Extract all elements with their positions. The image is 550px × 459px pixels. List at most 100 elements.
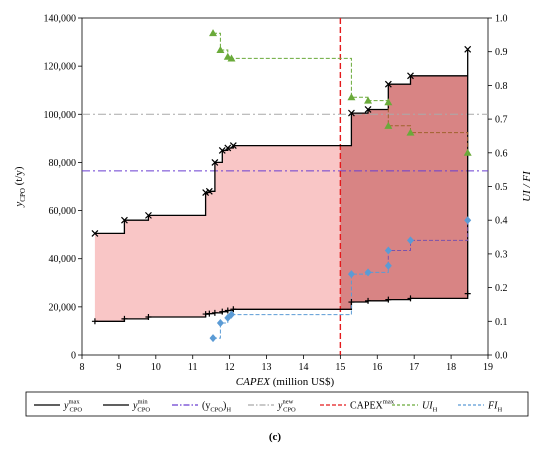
legend-label-ycponew: ynew CPO	[277, 399, 296, 414]
fi-point	[406, 236, 414, 245]
ui-point	[384, 121, 393, 129]
fi-point	[227, 310, 235, 319]
legend-label-ymin: ymin CPO	[132, 399, 150, 414]
x-tick-label: 16	[372, 362, 382, 373]
ymin-point	[365, 297, 372, 304]
legend-label-UI: UIH	[422, 401, 438, 414]
legend-label-capexmax: CAPEXmax	[350, 399, 395, 412]
ymax-point	[224, 144, 232, 152]
y-left-tick-label: 120,000	[44, 62, 77, 73]
feasible-region	[94, 49, 468, 322]
panel-label: (c)	[269, 431, 282, 443]
ymin-point	[219, 308, 226, 315]
legend: ymax CPO ymin CPO (yCPO)H ynew CPO CAPEXmax UIH F…	[25, 391, 529, 417]
ymin-point	[385, 296, 392, 303]
ymin-point	[211, 309, 218, 316]
legend-text: (y	[202, 401, 210, 412]
y-right-tick-label: 0.0	[495, 351, 508, 362]
ymax-point	[364, 106, 372, 113]
y-right-tick-label: 0.8	[495, 81, 508, 92]
legend-sup: max	[383, 399, 395, 406]
y-right-tick-label: 0.3	[495, 249, 508, 260]
ymax-point	[145, 211, 152, 219]
ymin-point	[206, 310, 213, 317]
y-left-tick-label: 80,000	[49, 158, 77, 169]
ymin-point	[121, 315, 128, 322]
ymax-point	[205, 187, 213, 195]
legend-tail: H	[226, 407, 231, 414]
fi-point	[347, 270, 355, 279]
ymax-point	[464, 45, 472, 53]
ymax-point	[202, 189, 210, 196]
y-right-tick-label: 0.5	[495, 182, 508, 193]
y-left-tick-label: 60,000	[49, 206, 77, 217]
fi-point	[464, 216, 472, 225]
x-tick-label: 11	[188, 362, 198, 373]
ymax-line	[94, 49, 469, 294]
y-right-tick-label: 0.7	[495, 115, 508, 126]
series-layer	[43, 18, 488, 409]
y-left-title-sub: CPO	[19, 188, 27, 202]
fi-point	[209, 334, 217, 343]
ui-point	[463, 148, 472, 156]
legend-text: CAPEX	[350, 401, 384, 412]
ui-point	[209, 29, 218, 37]
ui-point	[227, 54, 236, 62]
y-right-tick-label: 0.2	[495, 283, 508, 294]
legend-text: FI	[487, 401, 498, 412]
fi-point	[364, 268, 372, 277]
axes-layer: 8 9 10 11 12 13 14 15 16 17 18 19 0 20,000 40,000 60,00…	[13, 14, 533, 389]
legend-close: )	[223, 401, 226, 412]
ui-point	[364, 96, 373, 104]
legend-sub: CPO	[69, 407, 82, 414]
y-left-title-base: y	[13, 202, 25, 208]
x-tick-label: 10	[151, 362, 161, 373]
fi-point	[384, 246, 392, 255]
ymin-point	[91, 318, 98, 325]
ymax-point	[121, 216, 128, 224]
y-right-tick-label: 0.9	[495, 47, 508, 58]
y-left-tick-label: 0	[71, 351, 76, 362]
fi-point	[216, 318, 224, 327]
x-axis-title-italic: CAPEX	[236, 376, 271, 388]
x-tick-label: 13	[262, 362, 272, 373]
ymin-point	[348, 299, 355, 306]
ymax-point	[91, 230, 99, 237]
feasible-region-left	[94, 145, 341, 322]
legend-sub: CPO	[137, 407, 150, 414]
legend-base: y	[63, 401, 69, 412]
legend-label-FI: FIH	[487, 401, 502, 414]
y-left-tick-label: 20,000	[49, 302, 77, 313]
x-tick-label: 19	[483, 362, 493, 373]
fi-point	[384, 261, 392, 270]
y-left-tick-label: 40,000	[49, 254, 77, 265]
y-right-axis-title: UI / FI	[521, 170, 533, 202]
x-tick-label: 9	[116, 362, 121, 373]
ymax-point	[211, 159, 219, 166]
ymax-point	[218, 146, 226, 154]
ymin-point	[407, 295, 414, 302]
legend-sub: H	[433, 407, 438, 414]
ymax-point	[407, 72, 414, 80]
y-right-tick-label: 1.0	[495, 14, 508, 25]
y-right-tick-label: 0.4	[495, 216, 508, 227]
legend-base: y	[277, 401, 283, 412]
feasible-region-right	[340, 49, 468, 310]
ymax-point	[348, 109, 355, 117]
legend-sub: CPO	[283, 407, 296, 414]
y-left-tick-label: 140,000	[44, 14, 77, 25]
ymax-point	[384, 80, 392, 88]
ui-point	[384, 98, 393, 106]
legend-sub: CPO	[210, 407, 223, 414]
x-axis-title: CAPEX (million US$)	[236, 376, 335, 388]
ymin-point	[464, 290, 471, 297]
y-right-tick-label: 0.1	[495, 317, 508, 328]
ui-line-a	[213, 32, 389, 103]
x-tick-label: 15	[335, 362, 345, 373]
ymax-point	[229, 142, 237, 150]
ui-point	[216, 46, 225, 54]
legend-sub: H	[497, 407, 502, 414]
ymin-point	[230, 306, 237, 313]
